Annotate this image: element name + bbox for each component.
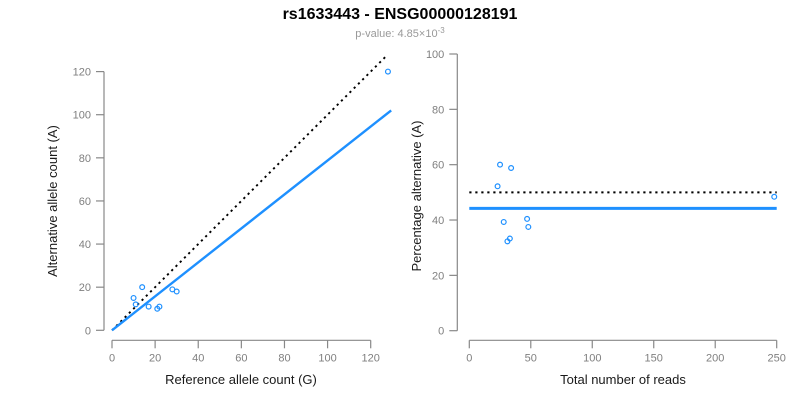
y-tick-label: 100	[426, 49, 444, 61]
x-tick-label: 0	[109, 352, 115, 364]
x-tick-label: 60	[235, 352, 247, 364]
x-axis-title: Reference allele count (G)	[165, 372, 317, 387]
data-point	[500, 218, 507, 225]
data-point	[524, 215, 531, 222]
y-tick-label: 100	[73, 110, 91, 122]
data-point	[497, 161, 504, 168]
data-point	[525, 223, 532, 230]
data-point	[508, 165, 515, 172]
identity-line	[111, 54, 388, 331]
y-tick-label: 20	[79, 282, 91, 294]
y-tick-label: 40	[432, 215, 444, 227]
pvalue-exponent: -3	[437, 26, 445, 35]
y-tick-label: 0	[438, 326, 444, 338]
data-point	[384, 68, 391, 75]
data-point	[494, 183, 501, 190]
figure-title: rs1633443 - ENSG00000128191	[282, 6, 518, 23]
x-axis-title: Total number of reads	[560, 372, 686, 387]
x-tick-label: 20	[149, 352, 161, 364]
data-point	[771, 193, 778, 200]
y-tick-label: 60	[79, 196, 91, 208]
pvalue-text: p-value: 4.85×10	[355, 28, 438, 40]
fit-line	[111, 109, 392, 332]
y-tick-label: 80	[79, 153, 91, 165]
y-axis-title: Percentage alternative (A)	[409, 120, 424, 271]
y-tick-label: 40	[79, 239, 91, 251]
data-point	[139, 284, 146, 291]
x-tick-label: 80	[278, 352, 290, 364]
data-point	[173, 288, 180, 295]
y-tick-label: 60	[432, 160, 444, 172]
y-tick-label: 80	[432, 104, 444, 116]
data-point	[145, 303, 152, 310]
data-point	[132, 301, 139, 308]
x-tick-label: 150	[645, 352, 663, 364]
x-tick-label: 100	[583, 352, 601, 364]
x-tick-label: 250	[768, 352, 786, 364]
data-point	[506, 235, 513, 242]
data-point	[130, 294, 137, 301]
x-tick-label: 50	[525, 352, 537, 364]
y-tick-label: 20	[432, 270, 444, 282]
figure-subtitle: p-value: 4.85×10-3	[0, 26, 800, 40]
x-tick-label: 120	[362, 352, 380, 364]
x-tick-label: 100	[318, 352, 336, 364]
x-tick-label: 0	[466, 352, 472, 364]
y-tick-label: 0	[85, 325, 91, 337]
y-axis-title: Alternative allele count (A)	[45, 125, 60, 277]
x-tick-label: 200	[706, 352, 724, 364]
y-tick-label: 120	[73, 67, 91, 79]
x-tick-label: 40	[192, 352, 204, 364]
data-point	[156, 303, 163, 310]
